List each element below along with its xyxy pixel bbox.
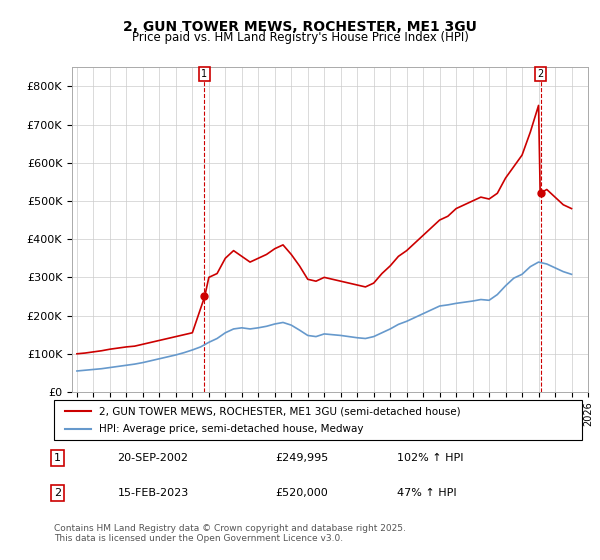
Text: 15-FEB-2023: 15-FEB-2023 <box>118 488 188 498</box>
Text: £520,000: £520,000 <box>276 488 329 498</box>
Text: 2, GUN TOWER MEWS, ROCHESTER, ME1 3GU: 2, GUN TOWER MEWS, ROCHESTER, ME1 3GU <box>123 20 477 34</box>
Text: HPI: Average price, semi-detached house, Medway: HPI: Average price, semi-detached house,… <box>99 423 364 433</box>
Text: 2: 2 <box>54 488 61 498</box>
Text: £249,995: £249,995 <box>276 453 329 463</box>
Text: 1: 1 <box>54 453 61 463</box>
Text: 20-SEP-2002: 20-SEP-2002 <box>118 453 188 463</box>
Text: 1: 1 <box>201 69 207 79</box>
Text: 47% ↑ HPI: 47% ↑ HPI <box>397 488 457 498</box>
Text: Price paid vs. HM Land Registry's House Price Index (HPI): Price paid vs. HM Land Registry's House … <box>131 31 469 44</box>
Text: 2, GUN TOWER MEWS, ROCHESTER, ME1 3GU (semi-detached house): 2, GUN TOWER MEWS, ROCHESTER, ME1 3GU (s… <box>99 407 461 417</box>
Text: 102% ↑ HPI: 102% ↑ HPI <box>397 453 464 463</box>
Text: Contains HM Land Registry data © Crown copyright and database right 2025.
This d: Contains HM Land Registry data © Crown c… <box>54 524 406 543</box>
FancyBboxPatch shape <box>54 400 582 440</box>
Text: 2: 2 <box>538 69 544 79</box>
